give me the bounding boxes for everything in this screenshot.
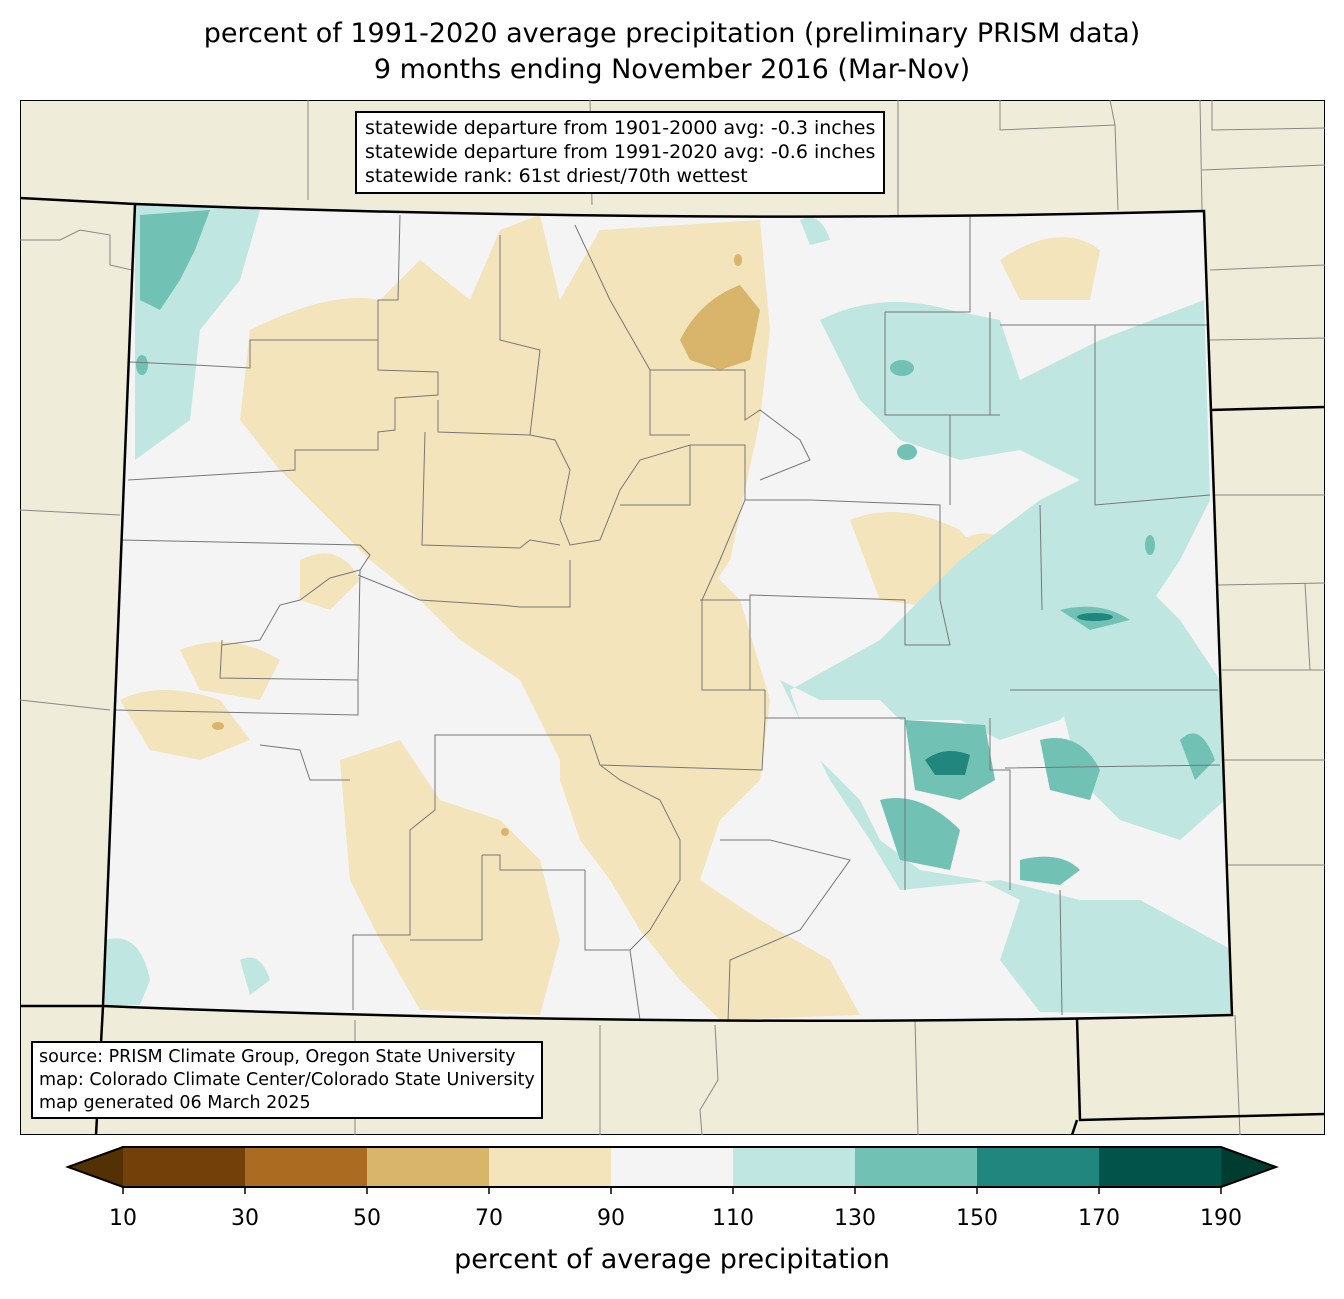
colorbar-tick-label: 110 bbox=[712, 1206, 754, 1231]
colorbar-tick-label: 150 bbox=[956, 1206, 998, 1231]
stats-departure-1901-2000: statewide departure from 1901-2000 avg: … bbox=[365, 117, 876, 139]
stats-rank: statewide rank: 61st driest/70th wettest bbox=[365, 164, 748, 187]
colorbar-extend-high bbox=[1221, 1147, 1276, 1187]
colorbar-segment bbox=[367, 1147, 490, 1187]
colorbar-segment bbox=[123, 1147, 246, 1187]
colorbar-tick-label: 190 bbox=[1200, 1206, 1242, 1231]
colorbar-tick-label: 70 bbox=[475, 1206, 503, 1231]
colorbar-segment bbox=[245, 1147, 368, 1187]
colorbar-segment bbox=[855, 1147, 978, 1187]
colorbar-tick-label: 30 bbox=[231, 1206, 259, 1231]
colorbar bbox=[65, 1146, 1279, 1194]
county-boundaries bbox=[114, 214, 1221, 1023]
precipitation-contours bbox=[105, 204, 1232, 1020]
neighbor-county-lines bbox=[20, 100, 1325, 1135]
map-credit-line: map: Colorado Climate Center/Colorado St… bbox=[39, 1069, 535, 1090]
colorbar-tick-label: 10 bbox=[109, 1206, 137, 1231]
colorbar-tick-label: 130 bbox=[834, 1206, 876, 1231]
colorado-map bbox=[20, 100, 1325, 1135]
colorbar-segment bbox=[733, 1147, 856, 1187]
source-line: source: PRISM Climate Group, Oregon Stat… bbox=[39, 1047, 516, 1067]
colorbar-tick-label: 90 bbox=[597, 1206, 625, 1231]
generated-date-line: map generated 06 March 2025 bbox=[39, 1092, 311, 1113]
source-box: source: PRISM Climate Group, Oregon Stat… bbox=[31, 1041, 543, 1120]
colorbar-tick-label: 170 bbox=[1078, 1206, 1120, 1231]
colorbar-title: percent of average precipitation bbox=[454, 1244, 890, 1275]
colorbar-segment bbox=[1099, 1147, 1222, 1187]
colorbar-segment bbox=[977, 1147, 1100, 1187]
colorado-border bbox=[101, 202, 1234, 1023]
colorbar-segment bbox=[611, 1147, 734, 1187]
colorbar-extend-low bbox=[68, 1147, 123, 1187]
stats-departure-1991-2020: statewide departure from 1991-2020 avg: … bbox=[365, 140, 876, 163]
colorbar-segment bbox=[489, 1147, 612, 1187]
title-line-2: 9 months ending November 2016 (Mar-Nov) bbox=[373, 54, 971, 85]
colorbar-tick-label: 50 bbox=[353, 1206, 381, 1231]
title-line-1: percent of 1991-2020 average precipitati… bbox=[203, 18, 1141, 49]
statewide-stats-box: statewide departure from 1901-2000 avg: … bbox=[355, 111, 886, 195]
